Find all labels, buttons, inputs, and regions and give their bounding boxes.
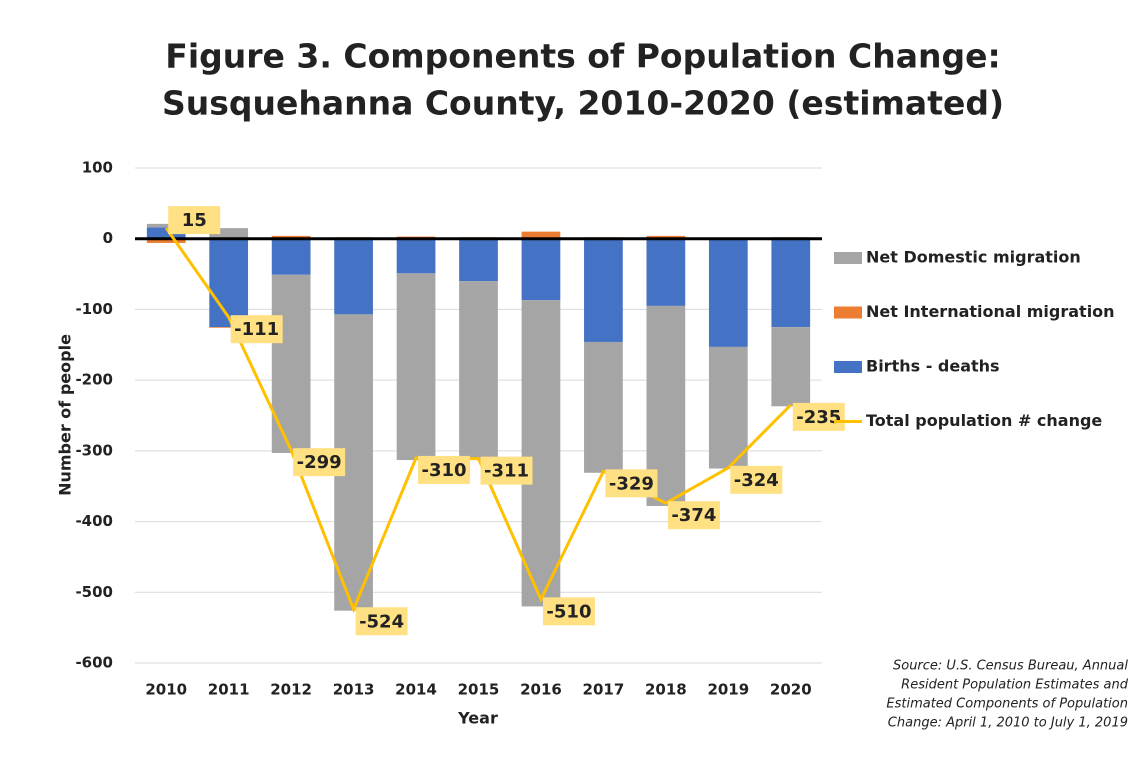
bar-segment [771,327,811,407]
x-tick-label: 2020 [770,681,812,699]
bar-segment [771,238,811,328]
data-label-box [792,402,845,431]
data-label: -524 [359,611,404,632]
legend-label: Net International migration [866,302,1115,321]
bar-segment [584,341,623,473]
data-label-box [480,456,533,485]
data-label: -299 [297,452,342,473]
bar-segment [521,231,561,239]
bar-segment [209,238,249,328]
x-tick-label: 2017 [583,681,625,699]
legend-swatch [834,306,862,319]
source-note: Change: April 1, 2010 to July 1, 2019 [888,716,1128,731]
x-tick-label: 2011 [208,681,250,699]
y-tick-label: -500 [75,583,113,601]
y-tick-label: -600 [75,654,113,672]
bar-segment [521,300,561,607]
y-tick-label: 100 [82,159,113,177]
bar-segment [209,327,249,328]
data-label-box [168,206,221,235]
y-tick-label: -100 [75,300,113,318]
chart-title: Susquehanna County, 2010-2020 (estimated… [162,84,1004,123]
bar-segment [708,346,748,469]
bar-segment [459,238,498,282]
y-tick-label: -300 [75,441,113,459]
legend-swatch [834,252,862,264]
source-note: Resident Population Estimates and [901,678,1129,693]
y-tick-label: -400 [75,512,113,530]
bar-segment [708,238,748,347]
bar-segment [146,227,186,239]
data-label: -235 [796,407,841,428]
legend-label: Births - deaths [866,357,1000,376]
bar-segment [271,238,311,275]
bar-segment [459,281,498,461]
chart-title: Figure 3. Components of Population Chang… [165,37,1000,76]
x-tick-label: 2016 [520,681,562,699]
data-label: -510 [546,601,591,622]
data-label-box [730,465,783,494]
y-axis-title: Number of people [56,334,75,496]
x-tick-label: 2014 [395,681,437,699]
data-label-box [293,448,346,477]
data-label-box [418,455,471,484]
data-label: -310 [422,460,467,481]
data-label: -329 [609,473,654,494]
bar-segment [146,238,186,243]
data-label-box [667,501,720,530]
y-tick-label: 0 [103,229,113,247]
x-tick-label: 2015 [458,681,500,699]
bar-segment [584,238,623,342]
bar-segment [271,274,311,453]
legend-swatch [834,361,862,373]
data-label-box [605,469,658,498]
data-label: -324 [734,470,779,491]
data-label-box [230,315,283,344]
data-label: 15 [182,210,207,231]
data-label-box [542,597,595,626]
data-label: -374 [671,505,716,526]
x-tick-label: 2013 [333,681,375,699]
bar-segment [146,223,186,228]
bar-segment [646,238,686,306]
total-line [164,227,792,614]
bar-segment [396,273,436,461]
x-tick-label: 2010 [145,681,187,699]
legend-label: Net Domestic migration [866,248,1081,267]
source-note: Source: U.S. Census Bureau, Annual [893,659,1128,674]
legend-label: Total population # change [866,411,1102,430]
x-tick-label: 2018 [645,681,687,699]
data-label: -111 [234,319,279,340]
bar-segment [521,238,561,301]
bar-segment [396,238,436,274]
x-tick-label: 2012 [270,681,312,699]
source-note: Estimated Components of Population [886,697,1128,712]
x-tick-label: 2019 [707,681,749,699]
data-label: -311 [484,461,529,482]
x-axis-title: Year [457,709,498,728]
y-tick-label: -200 [75,371,113,389]
data-label-box [355,607,408,636]
bar-segment [334,238,373,315]
bar-segment [209,228,249,239]
